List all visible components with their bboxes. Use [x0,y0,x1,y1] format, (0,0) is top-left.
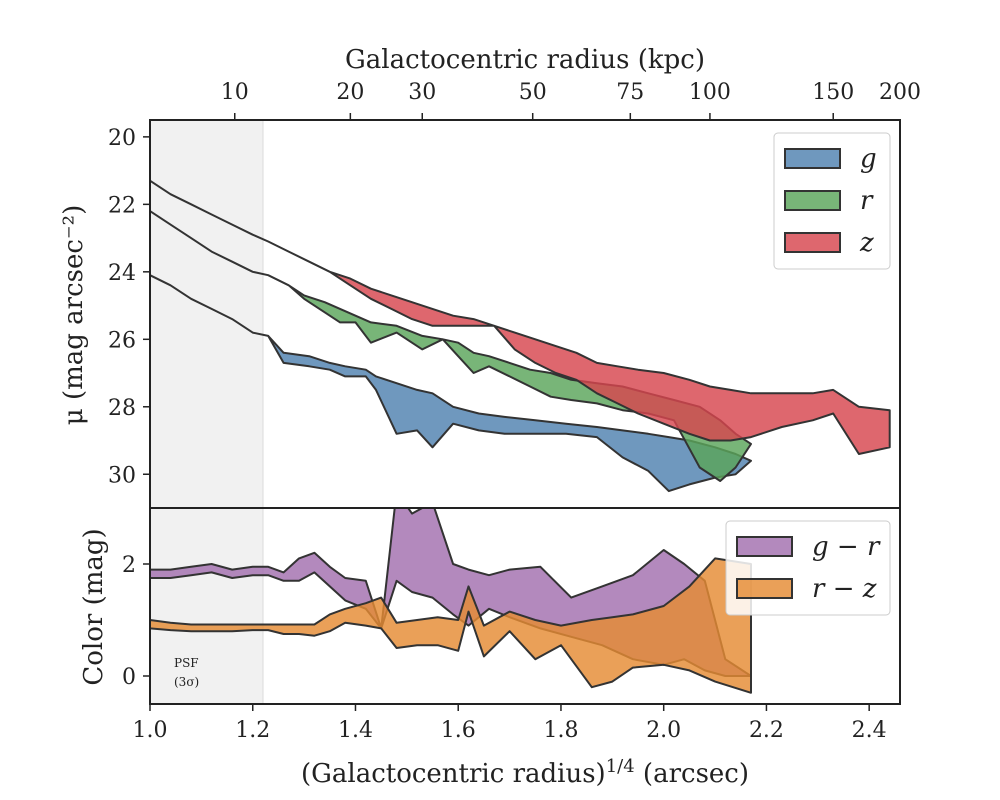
y-tick-label: 26 [108,328,136,353]
legend-swatch [736,578,793,599]
psf-annotation-line2: (3σ) [174,675,199,689]
top-x-tick-label: 30 [408,80,436,105]
x-tick-label: 1.2 [235,718,270,743]
y-tick-label: 2 [122,553,136,578]
top-y-axis-label: μ (mag arcsec⁻²) [59,205,89,425]
x-tick-label: 1.4 [338,718,373,743]
legend-label: g − r [812,532,881,562]
top-x-axis-label: Galactocentric radius (kpc) [345,45,705,75]
surface-brightness-panel: 20 22 24 26 28 30 grz 10 20 30 50 75 100 150 200 [108,80,921,509]
top-x-tick-label: 50 [519,80,547,105]
series-group [150,179,891,493]
legend: grz [773,132,891,270]
series-band-z [150,179,891,455]
x-tick-label: 1.0 [133,718,168,743]
plot-frame [149,507,901,705]
color-panel: 0 2 1.0 1.2 1.4 1.6 1.8 2.0 2.2 2.4 g − r r − z PSF (… [122,507,901,743]
series-band-r [150,210,752,482]
legend-label: r [860,186,874,216]
legend-swatch [736,536,793,557]
top-x-tick-label: 10 [221,80,249,105]
top-x-tick-label: 75 [616,80,644,105]
x-tick-label: 2.0 [646,718,681,743]
series-band-g [150,274,752,493]
x-tick-label: 2.2 [749,718,784,743]
x-tick-label: 1.8 [543,718,578,743]
y-tick-label: 0 [122,665,136,690]
y-tick-label: 28 [108,396,136,421]
legend-swatch [784,148,841,169]
top-x-tick-label: 20 [336,80,364,105]
bottom-y-axis-label: Color (mag) [79,528,109,685]
top-x-tick-label: 200 [879,80,921,105]
legend-swatch [784,232,841,253]
legend-label: z [859,228,874,258]
psf-shaded-region [150,120,264,508]
x-tick-label: 2.4 [852,718,887,743]
bottom-x-axis-label: (Galactocentric radius)1/4 (arcsec) [301,756,749,789]
legend: g − r r − z [725,520,891,616]
psf-shaded-region [150,508,264,704]
axis-labels: Galactocentric radius (kpc) (Galactocent… [59,45,749,789]
top-x-tick-label: 150 [812,80,854,105]
y-tick-label: 22 [108,193,136,218]
legend-swatch [784,190,841,211]
y-tick-label: 30 [108,463,136,488]
series-band-rz [150,557,752,694]
series-group [150,508,752,694]
y-tick-label: 24 [108,261,136,286]
legend-label: r − z [812,574,877,604]
legend-label: g [860,144,877,174]
top-x-tick-label: 100 [689,80,731,105]
psf-annotation-line1: PSF [174,656,199,670]
y-tick-label: 20 [108,126,136,151]
x-tick-label: 1.6 [441,718,476,743]
